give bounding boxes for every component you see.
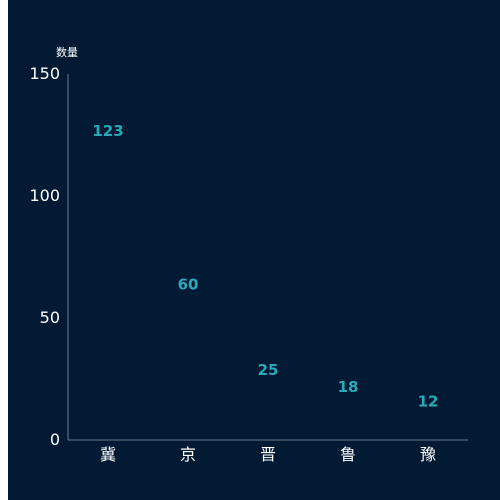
data-label: 25 — [258, 361, 279, 379]
data-label: 123 — [92, 122, 123, 140]
data-label: 18 — [338, 378, 359, 396]
x-category-label: 晋 — [260, 445, 276, 464]
y-axis-title: 数量 — [56, 46, 78, 59]
y-tick-labels: 0 50 100 150 — [29, 64, 60, 449]
x-category-label: 冀 — [100, 445, 116, 464]
y-tick-label: 150 — [29, 64, 60, 83]
y-tick-label: 50 — [40, 308, 60, 327]
data-label: 60 — [178, 276, 199, 294]
x-category-label: 京 — [180, 445, 196, 464]
chart-panel — [8, 0, 500, 500]
y-tick-label: 0 — [50, 430, 60, 449]
data-labels: 123 60 25 18 12 — [92, 122, 438, 411]
data-label: 12 — [418, 393, 439, 411]
y-tick-label: 100 — [29, 186, 60, 205]
x-category-label: 鲁 — [340, 445, 356, 464]
x-category-labels: 冀京晋鲁豫 — [100, 445, 436, 464]
x-category-label: 豫 — [420, 445, 436, 464]
